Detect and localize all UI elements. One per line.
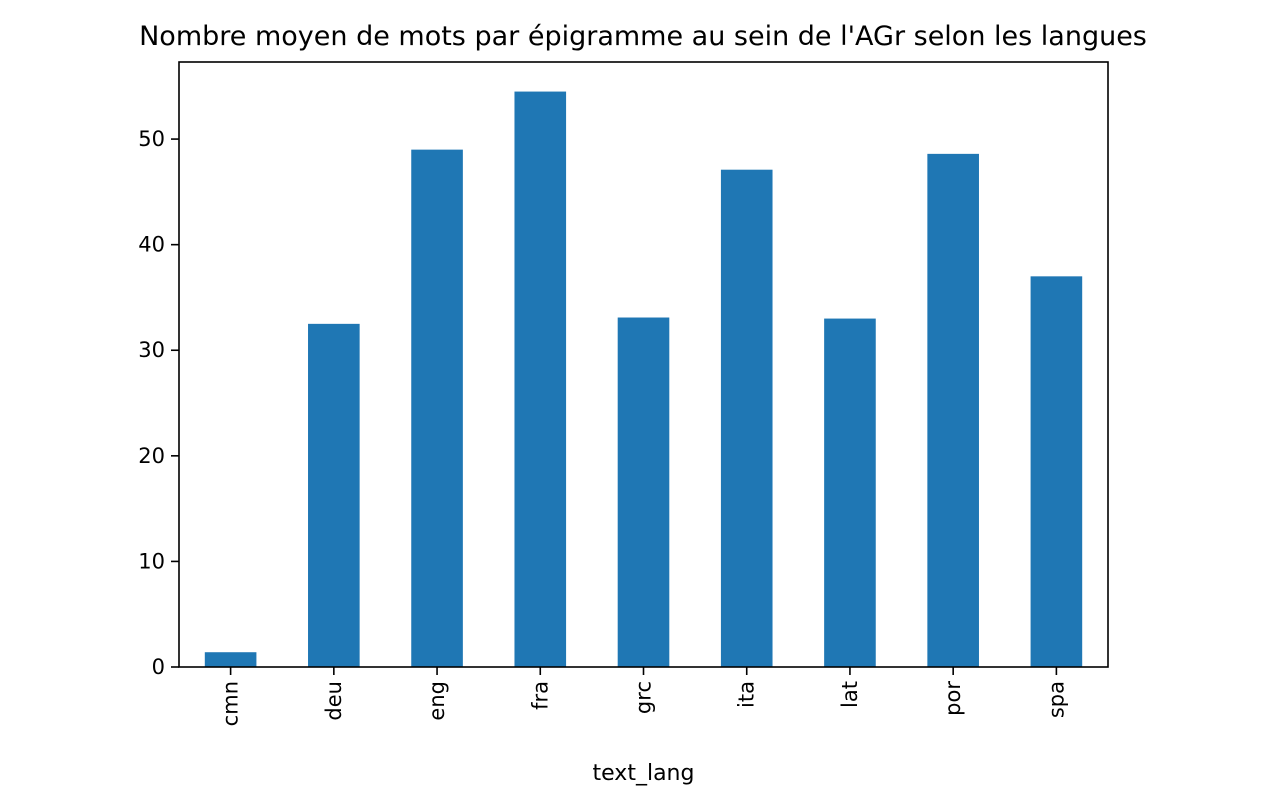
- x-tick-label-lat: lat: [838, 681, 862, 708]
- x-tick-label-cmn: cmn: [219, 681, 243, 726]
- x-tick-label-deu: deu: [322, 681, 346, 721]
- x-tick-label-eng: eng: [425, 681, 449, 721]
- chart-title: Nombre moyen de mots par épigramme au se…: [139, 21, 1147, 52]
- y-tick-label: 20: [138, 444, 165, 468]
- y-tick-label: 50: [138, 127, 165, 151]
- bar-por: [927, 153, 979, 667]
- y-tick-label: 30: [138, 338, 165, 362]
- bar-deu: [308, 323, 360, 667]
- x-tick-label-spa: spa: [1044, 681, 1068, 718]
- bar-grc: [617, 317, 670, 667]
- y-axis-ticks: 0 10 20 30 40 50: [138, 127, 179, 679]
- y-tick-label: 10: [138, 549, 165, 573]
- x-axis-label: text_lang: [593, 761, 695, 786]
- bars-group: [204, 91, 1083, 667]
- x-tick-label-ita: ita: [735, 681, 759, 708]
- bar-ita: [720, 169, 773, 667]
- x-tick-label-grc: grc: [632, 681, 656, 714]
- bar-eng: [411, 149, 463, 667]
- plot-frame: [178, 61, 1109, 668]
- bar-cmn: [204, 652, 257, 667]
- y-tick-label: 40: [138, 233, 165, 257]
- x-tick-label-por: por: [941, 681, 965, 716]
- x-tick-label-fra: fra: [528, 681, 552, 710]
- bar-lat: [824, 318, 876, 667]
- bar-fra: [514, 91, 567, 667]
- bar-spa: [1030, 276, 1083, 667]
- y-tick-label: 0: [152, 655, 165, 679]
- x-axis-ticks: cmn deu eng fra grc ita lat por spa: [219, 667, 1068, 726]
